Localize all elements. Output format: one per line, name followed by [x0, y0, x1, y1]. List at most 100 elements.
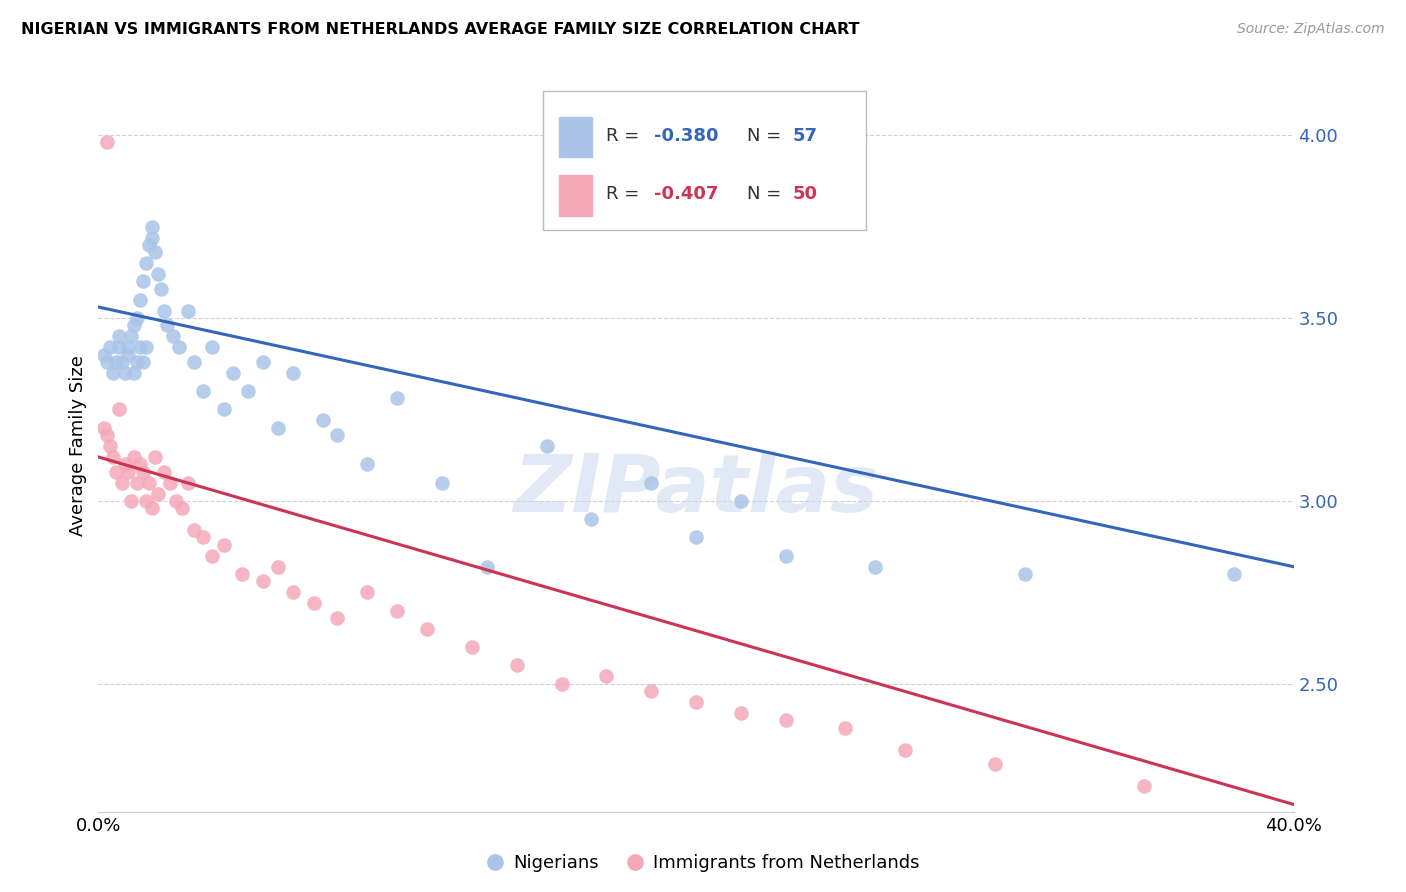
- Point: [775, 549, 797, 563]
- Point: [506, 658, 529, 673]
- Point: [212, 402, 235, 417]
- Point: [135, 256, 157, 270]
- Point: [172, 501, 194, 516]
- Point: [834, 721, 856, 735]
- Y-axis label: Average Family Size: Average Family Size: [69, 356, 87, 536]
- Bar: [558, 117, 592, 157]
- Point: [124, 366, 146, 380]
- Point: [281, 366, 304, 380]
- Text: -0.407: -0.407: [654, 186, 718, 203]
- Point: [222, 366, 245, 380]
- Point: [356, 585, 378, 599]
- Point: [143, 450, 166, 464]
- Point: [150, 282, 173, 296]
- Point: [141, 219, 163, 234]
- Point: [1014, 567, 1036, 582]
- Point: [550, 676, 572, 690]
- Point: [98, 439, 122, 453]
- Point: [117, 465, 139, 479]
- Point: [124, 450, 146, 464]
- Point: [156, 318, 179, 333]
- Text: N =: N =: [748, 127, 787, 145]
- Text: ZIPatlas: ZIPatlas: [513, 450, 879, 529]
- Point: [177, 303, 200, 318]
- Point: [685, 695, 707, 709]
- Point: [385, 603, 409, 617]
- Point: [730, 706, 752, 720]
- Bar: [558, 176, 592, 216]
- Point: [159, 475, 181, 490]
- Point: [183, 355, 205, 369]
- Text: 50: 50: [793, 186, 818, 203]
- Point: [105, 465, 128, 479]
- Point: [430, 475, 453, 490]
- Point: [108, 402, 131, 417]
- Point: [267, 421, 290, 435]
- Text: -0.380: -0.380: [654, 127, 718, 145]
- Point: [201, 549, 224, 563]
- Point: [640, 684, 662, 698]
- Point: [730, 494, 752, 508]
- Point: [281, 585, 304, 599]
- Text: R =: R =: [606, 186, 645, 203]
- Point: [252, 574, 274, 589]
- Text: 57: 57: [793, 127, 818, 145]
- Point: [108, 340, 131, 354]
- Point: [267, 559, 290, 574]
- Point: [143, 245, 166, 260]
- Point: [98, 340, 122, 354]
- Point: [191, 384, 214, 399]
- Point: [153, 303, 176, 318]
- Point: [356, 457, 378, 471]
- Point: [865, 559, 887, 574]
- Point: [135, 340, 157, 354]
- Point: [685, 530, 707, 544]
- FancyBboxPatch shape: [543, 91, 866, 230]
- Point: [141, 230, 163, 244]
- Point: [191, 530, 214, 544]
- Point: [124, 318, 146, 333]
- Point: [117, 348, 139, 362]
- Text: N =: N =: [748, 186, 787, 203]
- Point: [127, 475, 149, 490]
- Point: [252, 355, 274, 369]
- Point: [103, 450, 125, 464]
- Text: R =: R =: [606, 127, 645, 145]
- Point: [138, 237, 160, 252]
- Point: [1223, 567, 1246, 582]
- Point: [326, 428, 349, 442]
- Point: [461, 640, 484, 655]
- Point: [167, 340, 190, 354]
- Point: [201, 340, 224, 354]
- Point: [93, 348, 115, 362]
- Point: [129, 340, 152, 354]
- Point: [120, 494, 142, 508]
- Point: [212, 538, 235, 552]
- Point: [96, 355, 118, 369]
- Point: [120, 329, 142, 343]
- Point: [111, 355, 134, 369]
- Point: [117, 340, 139, 354]
- Legend: Nigerians, Immigrants from Netherlands: Nigerians, Immigrants from Netherlands: [479, 847, 927, 880]
- Point: [127, 310, 149, 325]
- Point: [236, 384, 259, 399]
- Point: [148, 486, 170, 500]
- Point: [108, 329, 131, 343]
- Point: [111, 475, 134, 490]
- Point: [103, 366, 125, 380]
- Point: [984, 757, 1007, 772]
- Point: [96, 136, 118, 150]
- Point: [141, 501, 163, 516]
- Point: [640, 475, 662, 490]
- Point: [475, 559, 498, 574]
- Point: [114, 366, 136, 380]
- Point: [775, 714, 797, 728]
- Point: [536, 439, 558, 453]
- Point: [132, 275, 155, 289]
- Point: [581, 512, 603, 526]
- Point: [148, 267, 170, 281]
- Point: [311, 413, 333, 427]
- Text: Source: ZipAtlas.com: Source: ZipAtlas.com: [1237, 22, 1385, 37]
- Point: [127, 355, 149, 369]
- Point: [129, 457, 152, 471]
